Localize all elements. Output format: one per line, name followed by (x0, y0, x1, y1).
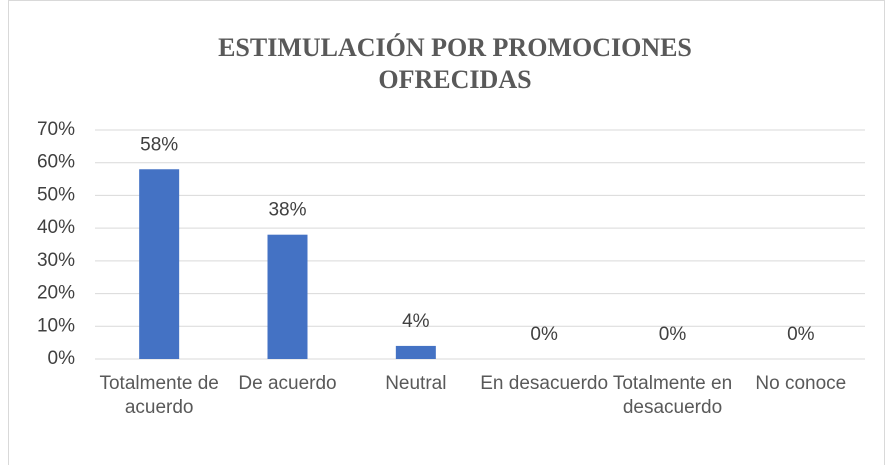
y-tick-label: 20% (37, 283, 75, 304)
data-label: 4% (402, 311, 430, 332)
x-tick-label: Totalmente de acuerdo (99, 373, 219, 418)
bar (395, 345, 436, 359)
x-tick-label: No conoce (755, 373, 847, 394)
data-label: 58% (140, 134, 178, 155)
y-tick-label: 60% (37, 152, 75, 173)
y-tick-label: 10% (37, 315, 75, 336)
x-tick-label: Neutral (385, 373, 447, 394)
chart-border (8, 0, 885, 465)
x-tick-label: Totalmente en desacuerdo (612, 373, 733, 418)
x-tick-label: En desacuerdo (480, 373, 609, 394)
data-label: 0% (530, 324, 558, 345)
y-tick-label: 70% (37, 119, 75, 140)
bar (267, 234, 308, 359)
y-tick-label: 30% (37, 250, 75, 271)
y-tick-label: 50% (37, 184, 75, 205)
chart-title: ESTIMULACIÓN POR PROMOCIONES OFRECIDAS (218, 33, 692, 94)
data-label: 38% (268, 200, 306, 221)
bar (139, 169, 180, 359)
data-label: 0% (787, 324, 815, 345)
x-tick-label: De acuerdo (238, 373, 337, 394)
data-label: 0% (659, 324, 687, 345)
y-tick-label: 40% (37, 217, 75, 238)
y-tick-label: 0% (48, 348, 76, 369)
